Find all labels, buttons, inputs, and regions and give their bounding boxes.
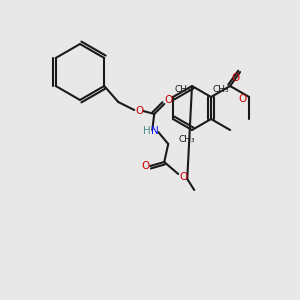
Text: CH₃: CH₃: [179, 136, 195, 145]
Text: CH₃: CH₃: [213, 85, 230, 94]
Text: O: O: [179, 172, 188, 182]
Text: O: O: [164, 95, 172, 105]
Text: O: O: [238, 94, 246, 104]
Text: CH₃: CH₃: [175, 85, 191, 94]
Text: H: H: [143, 126, 151, 136]
Text: O: O: [231, 73, 239, 83]
Text: O: O: [141, 161, 149, 171]
Text: O: O: [135, 106, 143, 116]
Text: N: N: [152, 126, 159, 136]
